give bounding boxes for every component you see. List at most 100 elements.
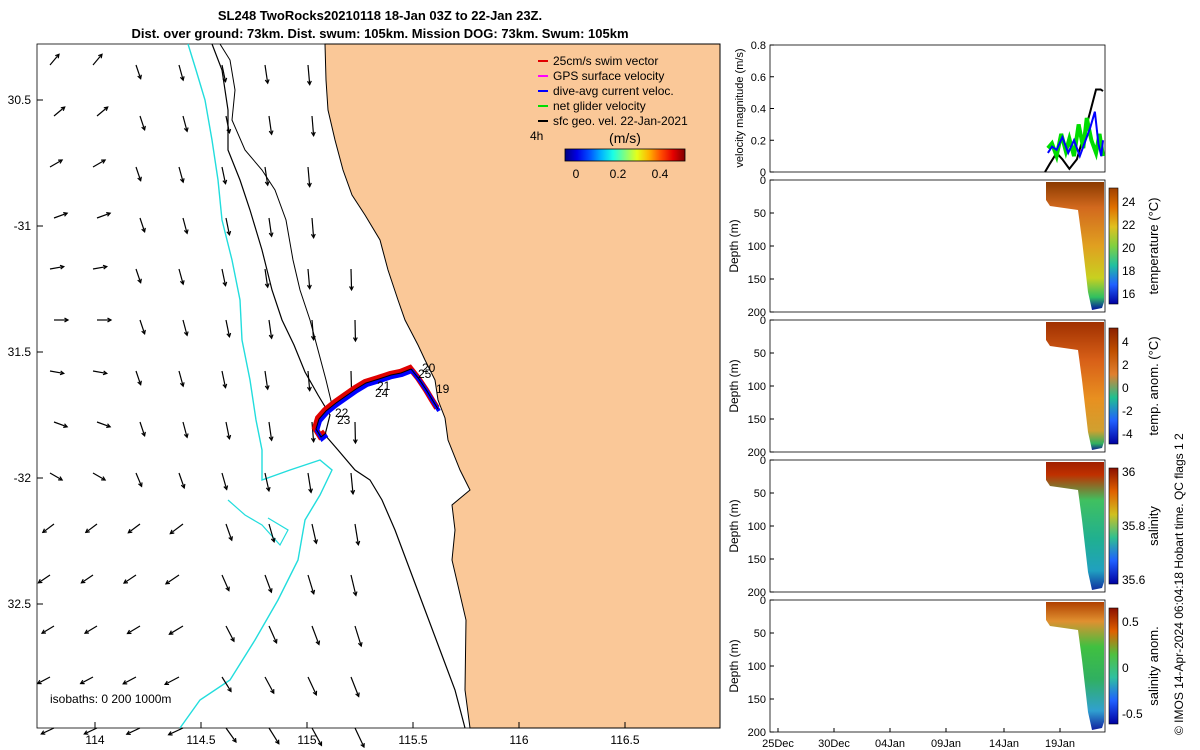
geo-vector	[264, 268, 269, 288]
colorbar-tick: 0.4	[652, 167, 669, 181]
depth-tick: 200	[748, 307, 766, 319]
geo-vector-head	[265, 486, 271, 493]
chart-title: SL248 TwoRocks20210118 18-Jan 03Z to 22-…	[217, 8, 543, 23]
depth-tick: 100	[748, 381, 766, 393]
geo-vector-head	[106, 423, 112, 428]
geo-vector	[354, 727, 365, 748]
geo-vector-head	[98, 53, 103, 59]
depth-tick: 50	[754, 628, 766, 640]
colorbar-tick: 35.6	[1122, 573, 1146, 587]
depth-tick: 0	[760, 455, 766, 467]
geo-vector-head	[167, 731, 173, 736]
geo-vector-head	[141, 329, 146, 336]
section-data	[1046, 322, 1104, 450]
geo-vector	[225, 523, 233, 541]
colorbar-gradient	[564, 148, 686, 162]
geo-vector-head	[264, 385, 270, 391]
geo-vector-head	[267, 588, 273, 594]
section-panel: 0 50 100 150 200 Depth (m) 36 35.8 35.6 salinity	[727, 455, 1161, 599]
geo-vector	[37, 676, 51, 685]
vel-series-line	[1046, 117, 1105, 164]
geo-vector	[178, 166, 184, 183]
vel-y-tick: 0.4	[751, 104, 766, 116]
velocity-panel: 0 0.2 0.4 0.6 0.8 velocity magnitude (m/s)	[734, 40, 1106, 179]
geo-vector	[139, 115, 146, 131]
geo-vector	[221, 676, 232, 692]
geo-vector-head	[226, 230, 232, 237]
geo-vector-head	[355, 540, 361, 547]
colorbar-tick: 0.2	[610, 167, 627, 181]
geo-vector-head	[264, 181, 270, 187]
geo-vector	[135, 64, 142, 79]
depth-tick: 200	[748, 727, 766, 739]
geo-vector	[41, 625, 55, 634]
geo-vector-head	[59, 370, 66, 376]
colorbar-tick: 0	[1122, 661, 1129, 675]
geo-vector-head	[355, 692, 360, 698]
geo-vector	[264, 166, 269, 186]
geo-vector	[49, 265, 64, 270]
geo-vector-head	[59, 264, 66, 270]
date-tick: 30Dec	[818, 738, 850, 750]
geo-vector	[165, 574, 180, 585]
net-track	[315, 368, 439, 438]
colorbar-label: (m/s)	[609, 130, 641, 146]
geo-vector	[221, 370, 227, 388]
vel-y-tick: 0	[760, 167, 766, 179]
depth-label: Depth (m)	[727, 499, 741, 552]
legend-entry: net glider velocity	[553, 99, 646, 113]
day-label: 24	[375, 386, 389, 400]
geo-vector	[42, 523, 55, 533]
geo-vector-head	[306, 386, 312, 392]
geo-vector	[264, 64, 269, 84]
geo-vector-head	[180, 483, 186, 490]
day-label: 23	[337, 413, 351, 427]
geo-vector-head	[126, 629, 132, 635]
geo-vector-head	[83, 629, 90, 634]
geo-vector	[164, 676, 180, 685]
vel-series-line	[1044, 88, 1104, 173]
geo-vector-head	[310, 131, 316, 137]
credit-text: © IMOS 14-Apr-2024 06:04:18 Hobart time.…	[1172, 433, 1186, 735]
depth-label: Depth (m)	[727, 359, 741, 412]
colorbar-tick: -0.5	[1122, 707, 1143, 721]
geo-vector	[354, 523, 359, 545]
geo-vector-head	[306, 284, 312, 290]
geo-vector	[123, 574, 137, 584]
geo-vector	[350, 472, 354, 494]
depth-tick: 150	[748, 414, 766, 426]
geo-vector-head	[40, 629, 47, 634]
section-panel: 0 50 100 150 200 Depth (m) 24 22 20 18 16 temperatu…	[727, 175, 1161, 319]
section-colorbar	[1108, 187, 1119, 305]
legend-entry: 25cm/s swim vector	[553, 54, 658, 68]
geo-vector-head	[270, 537, 276, 543]
isobaths-label: isobaths: 0 200 1000m	[50, 692, 171, 706]
geo-vector-head	[141, 227, 146, 234]
geo-vector-head	[103, 106, 109, 111]
geo-vector-head	[315, 640, 321, 646]
geo-vector	[311, 217, 315, 238]
isobath-200m	[211, 43, 466, 729]
geo-vector	[49, 53, 60, 66]
geo-vector	[182, 319, 188, 336]
geo-vector-head	[264, 283, 270, 289]
geo-vector	[311, 115, 315, 136]
isobath-0m	[219, 43, 333, 406]
geo-vector	[96, 212, 111, 219]
geo-vector	[49, 370, 64, 375]
date-tick: 14Jan	[989, 738, 1019, 750]
geo-vector-head	[349, 286, 354, 292]
geo-vector-head	[60, 106, 66, 111]
geo-vector	[264, 574, 272, 593]
geo-vector-head	[102, 370, 109, 376]
day-label: 22	[335, 406, 349, 420]
geo-vector	[225, 217, 231, 235]
geo-vector-head	[125, 730, 131, 736]
geo-vector-head	[360, 743, 365, 749]
depth-tick: 100	[748, 241, 766, 253]
geo-vector	[84, 625, 98, 634]
